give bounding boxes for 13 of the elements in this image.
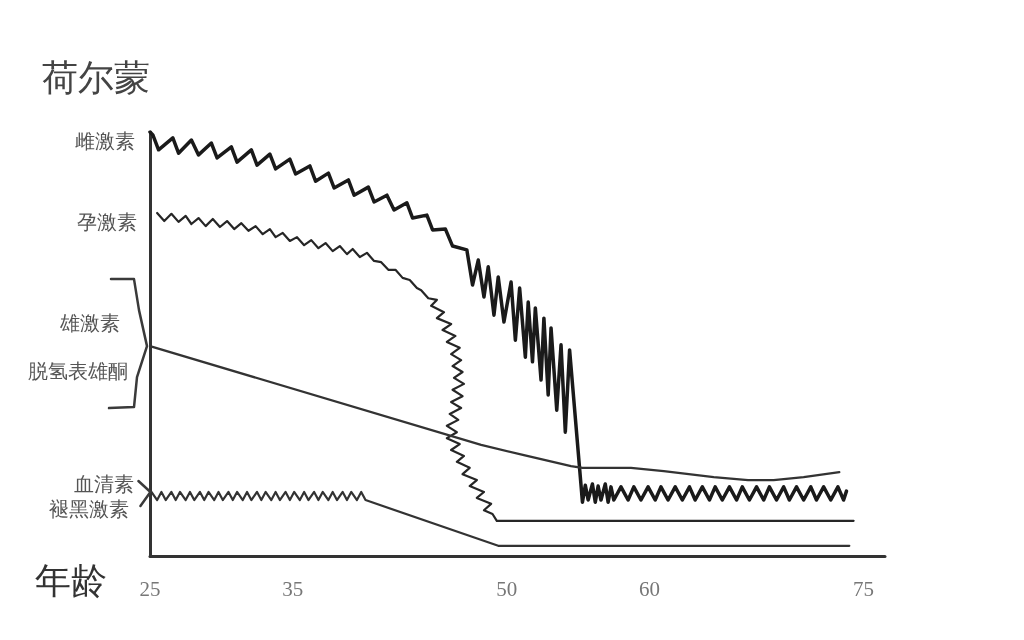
x-tick-label: 75 xyxy=(853,576,875,601)
series-label: 雌激素 xyxy=(75,130,135,152)
x-tick-label: 50 xyxy=(496,576,518,601)
text: 褪黑激素 xyxy=(49,497,130,520)
legend-label: 血清素 xyxy=(74,472,135,495)
x-tick-label: 35 xyxy=(282,576,304,601)
x-tick-label: 60 xyxy=(639,576,661,601)
text: 脱氢表雄酮 xyxy=(28,360,128,383)
series-label: 孕激素 xyxy=(77,210,138,233)
x-tick-label: 25 xyxy=(139,576,161,601)
x-axis-title: 年龄 xyxy=(35,559,107,601)
series-label: 雄激素 xyxy=(59,312,120,335)
y-axis-title: 荷尔蒙 xyxy=(42,56,150,98)
